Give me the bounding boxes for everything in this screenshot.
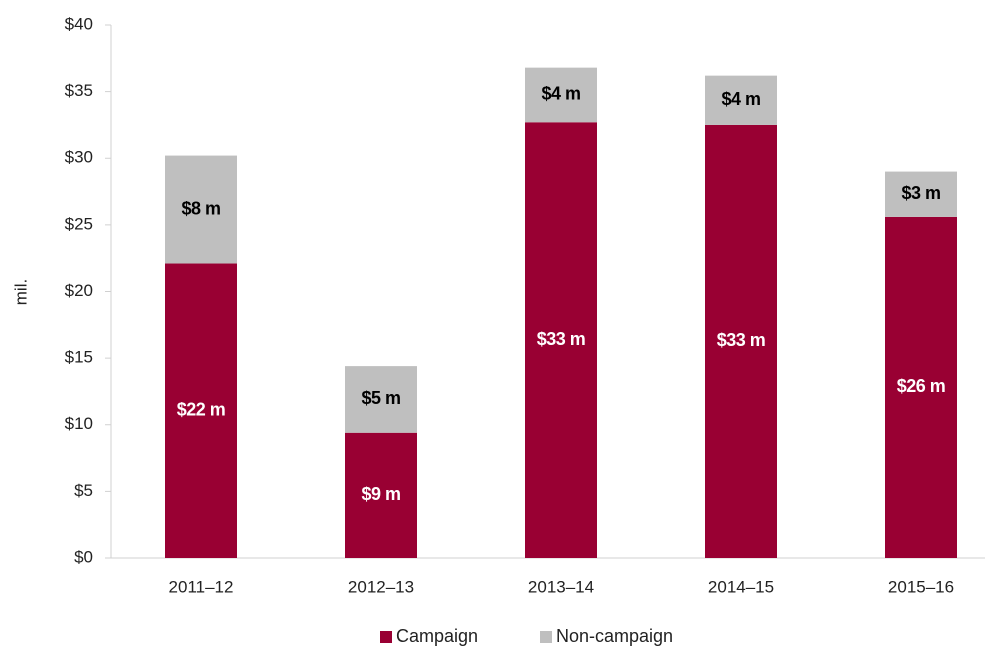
- legend-label: Non-campaign: [556, 626, 673, 646]
- data-label: $33 m: [717, 330, 766, 350]
- x-tick-label: 2012–13: [348, 577, 414, 596]
- data-label: $5 m: [361, 388, 400, 408]
- bar-segment: [165, 155, 237, 264]
- y-tick-label: $10: [65, 414, 93, 433]
- legend-swatch: [380, 631, 392, 643]
- legend-swatch: [540, 631, 552, 643]
- data-label: $3 m: [901, 183, 940, 203]
- bar-segment: [705, 124, 777, 558]
- data-label: $22 m: [177, 400, 226, 420]
- x-tick-label: 2014–15: [708, 577, 774, 596]
- y-tick-label: $25: [65, 214, 93, 233]
- y-tick-label: $15: [65, 348, 93, 367]
- x-tick-label: 2015–16: [888, 577, 954, 596]
- data-label: $26 m: [897, 376, 946, 396]
- y-tick-label: $5: [74, 481, 93, 500]
- bar-segment: [345, 366, 417, 433]
- data-label: $4 m: [721, 89, 760, 109]
- bar-segment: [705, 75, 777, 125]
- bar-segment: [885, 216, 957, 558]
- bar-segment: [165, 263, 237, 558]
- x-tick-label: 2011–12: [169, 577, 234, 596]
- bar-segment: [525, 67, 597, 123]
- y-tick-label: $0: [74, 547, 93, 566]
- y-axis-label: mil.: [11, 279, 30, 305]
- data-label: $8 m: [181, 198, 220, 218]
- y-tick-label: $35: [65, 81, 93, 100]
- y-tick-label: $30: [65, 148, 93, 167]
- bar-segment: [885, 171, 957, 217]
- bar-segment: [525, 122, 597, 559]
- legend-label: Campaign: [396, 626, 478, 646]
- y-tick-label: $40: [65, 14, 93, 33]
- data-label: $33 m: [537, 329, 586, 349]
- x-tick-label: 2013–14: [528, 577, 594, 596]
- data-label: $4 m: [541, 84, 580, 104]
- y-tick-label: $20: [65, 281, 93, 300]
- bar-segment: [345, 432, 417, 558]
- data-label: $9 m: [361, 484, 400, 504]
